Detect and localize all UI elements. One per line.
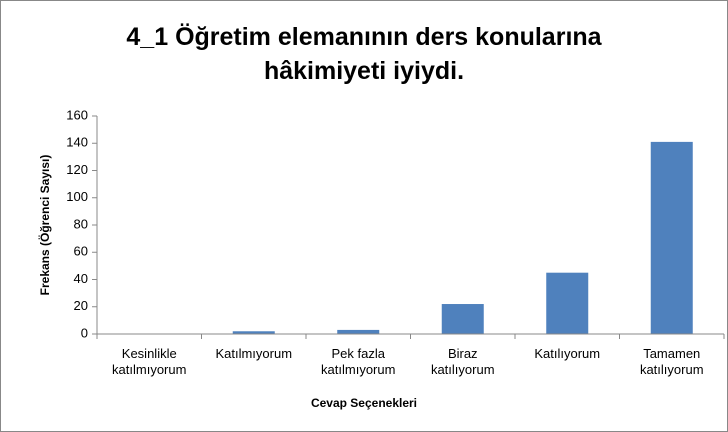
bar	[650, 141, 693, 334]
y-tick-label: 0	[81, 325, 88, 340]
x-tick-label: Tamamen katılıyorum	[639, 346, 704, 377]
y-tick-label: 40	[74, 271, 88, 286]
x-tick-label: Kesinlikle katılmıyorum	[112, 346, 187, 377]
y-axis-label: Frekans (Öğrenci Sayısı)	[37, 155, 52, 296]
y-tick-label: 140	[66, 135, 88, 150]
y-tick-label: 120	[66, 162, 88, 177]
y-tick-label: 20	[74, 298, 88, 313]
bar	[441, 304, 484, 334]
bar	[337, 329, 380, 334]
x-tick-label: Biraz katılıyorum	[430, 346, 495, 377]
y-tick-label: 100	[66, 189, 88, 204]
x-tick-label: Katılmıyorum	[215, 346, 293, 361]
x-tick-label: Katılıyorum	[534, 346, 601, 361]
bar	[232, 331, 275, 334]
bar	[546, 272, 589, 334]
y-tick-label: 160	[66, 107, 88, 122]
y-tick-label: 80	[74, 216, 88, 231]
x-tick-label: Pek fazla katılmıyorum	[321, 346, 396, 377]
x-axis-label: Cevap Seçenekleri	[310, 396, 418, 410]
y-tick-label: 60	[74, 244, 88, 259]
chart-title: 4_1 Öğretim elemanının ders konularına h…	[126, 23, 602, 85]
